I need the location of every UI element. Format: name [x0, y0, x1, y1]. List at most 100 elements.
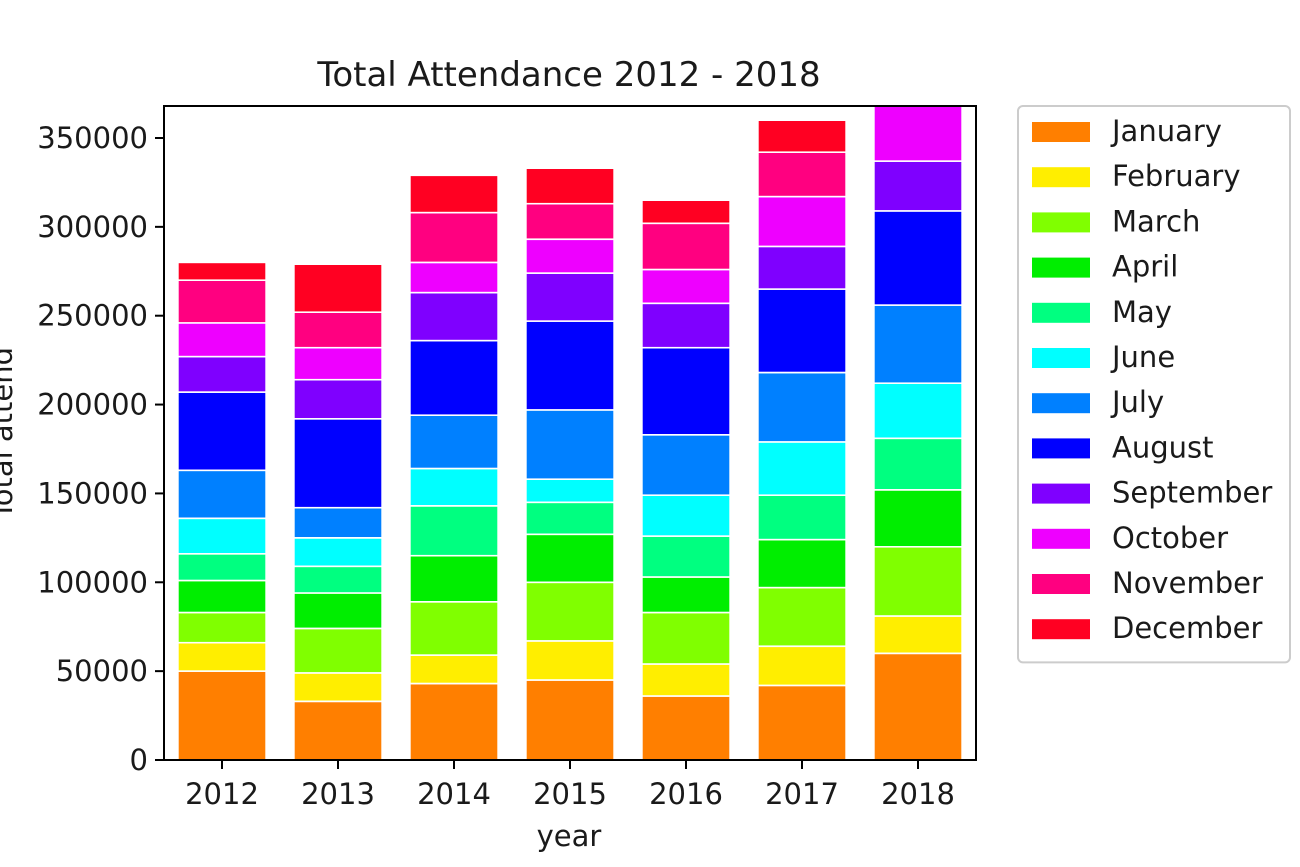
legend-label-march: March — [1112, 204, 1200, 238]
legend-swatch-august — [1032, 438, 1090, 459]
bar-2012-february — [177, 641, 267, 672]
legend-swatch-october — [1032, 528, 1090, 549]
legend-label-july: July — [1110, 385, 1164, 419]
bar-2017-march — [757, 586, 847, 647]
legend-swatch-may — [1032, 302, 1090, 323]
bar-2012-june — [177, 517, 267, 555]
bar-2015-january — [525, 679, 615, 761]
bar-2017-january — [757, 684, 847, 761]
bar-2015-october — [525, 238, 615, 274]
y-tick-label: 0 — [130, 743, 148, 777]
x-tick-label: 2012 — [185, 777, 259, 811]
bar-2014-october — [409, 261, 499, 294]
bar-2012-august — [177, 391, 267, 472]
bar-2013-july — [293, 506, 383, 539]
bar-2012-november — [177, 279, 267, 324]
legend-label-august: August — [1112, 430, 1214, 464]
bar-2016-july — [641, 433, 731, 496]
x-tick-label: 2016 — [649, 777, 723, 811]
legend-label-october: October — [1112, 521, 1228, 555]
y-tick-label: 100000 — [37, 565, 148, 599]
legend-label-november: November — [1112, 566, 1263, 600]
bar-2017-july — [757, 371, 847, 443]
bar-2018-february — [873, 615, 963, 655]
bar-2013-march — [293, 627, 383, 674]
bar-2013-september — [293, 378, 383, 420]
bar-2014-august — [409, 339, 499, 417]
bar-2013-august — [293, 417, 383, 509]
bar-2016-march — [641, 611, 731, 665]
bar-2017-september — [757, 245, 847, 290]
bar-2017-november — [757, 151, 847, 198]
bar-2013-june — [293, 537, 383, 568]
bar-2016-february — [641, 663, 731, 697]
legend-label-june: June — [1110, 340, 1175, 374]
bar-2017-may — [757, 494, 847, 541]
bar-2017-june — [757, 441, 847, 496]
bar-2017-december — [757, 119, 847, 153]
bar-2012-july — [177, 469, 267, 520]
bar-2014-june — [409, 467, 499, 507]
x-tick-label: 2018 — [881, 777, 955, 811]
bar-2016-december — [641, 199, 731, 225]
bar-2012-april — [177, 579, 267, 614]
bar-2015-december — [525, 167, 615, 205]
bar-2017-august — [757, 288, 847, 374]
bar-2013-may — [293, 565, 383, 594]
x-tick-label: 2017 — [765, 777, 839, 811]
legend-label-september: September — [1112, 476, 1272, 510]
legend-frame — [1017, 105, 1291, 664]
legend-swatch-january — [1032, 122, 1090, 142]
x-tick-label: 2015 — [533, 777, 607, 811]
bars-group — [177, 105, 963, 761]
legend-swatch-april — [1032, 257, 1090, 278]
x-tick-label: 2013 — [301, 777, 375, 811]
bar-2015-april — [525, 533, 615, 584]
x-tick-label: 2014 — [417, 777, 491, 811]
bar-2018-march — [873, 545, 963, 617]
bar-2012-september — [177, 355, 267, 393]
bar-2014-november — [409, 211, 499, 264]
bar-2014-january — [409, 682, 499, 761]
bar-2014-february — [409, 654, 499, 685]
bar-2016-august — [641, 346, 731, 436]
x-axis: 2012 2013 2014 2015 2016 2017 2018 — [185, 760, 955, 811]
bar-2015-may — [525, 501, 615, 536]
bar-2013-november — [293, 311, 383, 349]
bar-2017-february — [757, 645, 847, 687]
bar-2016-june — [641, 494, 731, 537]
legend-swatch-june — [1032, 348, 1090, 368]
bar-2016-october — [641, 268, 731, 305]
bar-2018-october — [873, 105, 963, 162]
bar-2013-october — [293, 346, 383, 381]
bar-2015-march — [525, 581, 615, 642]
legend-swatch-february — [1032, 167, 1090, 188]
bar-2013-january — [293, 700, 383, 761]
bar-2014-may — [409, 505, 499, 557]
y-axis: 0 50000 100000 150000 200000 250000 300000 3500… — [37, 121, 164, 777]
bar-2013-december — [293, 263, 383, 314]
bar-2012-march — [177, 611, 267, 644]
legend-label-january: January — [1110, 114, 1222, 148]
bar-2015-june — [525, 478, 615, 504]
bar-2018-may — [873, 437, 963, 491]
bar-2016-january — [641, 695, 731, 761]
bar-2017-april — [757, 538, 847, 589]
bar-2014-march — [409, 600, 499, 656]
bar-2016-april — [641, 576, 731, 614]
bar-2012-may — [177, 552, 267, 582]
bar-2016-november — [641, 222, 731, 271]
y-tick-label: 300000 — [37, 210, 148, 244]
legend-label-february: February — [1112, 159, 1241, 193]
bar-2015-august — [525, 320, 615, 411]
bar-2016-may — [641, 535, 731, 578]
legend-swatch-march — [1032, 212, 1090, 233]
bar-2015-july — [525, 409, 615, 480]
bar-2015-november — [525, 202, 615, 240]
y-tick-label: 150000 — [37, 476, 148, 510]
legend-label-december: December — [1112, 611, 1262, 645]
legend-swatch-september — [1032, 483, 1090, 504]
bar-2014-september — [409, 291, 499, 342]
legend-swatch-july — [1032, 393, 1090, 414]
